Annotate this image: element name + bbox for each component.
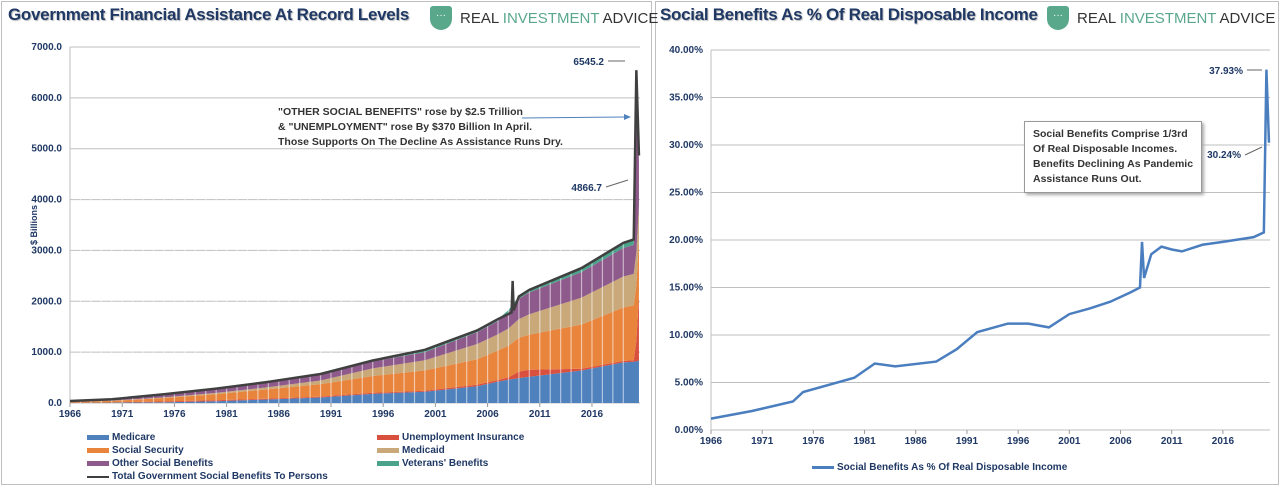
annotation-line: "OTHER SOCIAL BENEFITS" rose by $2.5 Tri… [278, 106, 523, 118]
left-chart-title: Government Financial Assistance At Recor… [8, 5, 409, 24]
legend-medicaid: Medicaid [377, 445, 445, 456]
right-x-tick-label: 2016 [1212, 436, 1235, 447]
logo-text: INVESTMENT [1119, 9, 1217, 27]
right-x-tick-label: 1976 [802, 436, 825, 447]
right-x-tick-label: 2011 [1161, 436, 1183, 447]
right-annotation: Social Benefits Comprise 1/3rd Of Real D… [1024, 121, 1203, 193]
annotation-line: Those Supports On The Decline As Assista… [278, 136, 563, 148]
right-y-tick-label: 5.00% [675, 378, 703, 389]
series-line [710, 69, 1271, 420]
left-x-tick-label: 2001 [424, 409, 447, 420]
left-y-tick-label: 6000.0 [31, 93, 62, 104]
left-y-tick-label: 7000.0 [31, 42, 62, 53]
right-y-tick-label: 0.00% [675, 425, 703, 436]
logo-text: REAL [460, 9, 503, 27]
left-y-tick-label: 2000.0 [31, 296, 62, 307]
legend-medicare: Medicare [87, 432, 155, 443]
logo-text: REAL [1077, 9, 1120, 27]
leader-line [1244, 146, 1263, 156]
peak-data-label: 37.93% [1209, 66, 1243, 77]
right-y-tick-label: 25.00% [669, 188, 703, 199]
right-y-tick-label: 15.00% [669, 283, 703, 294]
left-y-tick-label: 3000.0 [31, 245, 62, 256]
annotation-line: Benefits Declining As Pandemic [1033, 158, 1194, 170]
left-x-tick-label: 2016 [581, 409, 604, 420]
annotation-line: & "UNEMPLOYMENT" rose By $370 Billion In… [278, 121, 533, 133]
right-x-tick-label: 1996 [1007, 436, 1030, 447]
right-chart-title: Social Benefits As % Of Real Disposable … [660, 5, 1038, 24]
chat-shield-icon: ··· [1047, 6, 1069, 30]
right-x-tick-label: 1991 [956, 436, 979, 447]
left-x-tick-label: 1991 [320, 409, 343, 420]
left-x-tick-label: 1981 [215, 409, 238, 420]
left-y-axis-label: $ Billions [29, 205, 39, 245]
total-line [69, 70, 641, 403]
right-x-tick-label: 1971 [751, 436, 774, 447]
right-y-tick-label: 40.00% [669, 45, 703, 56]
right-x-tick-label: 1981 [853, 436, 876, 447]
legend-right-series: Social Benefits As % Of Real Disposable … [812, 462, 1067, 473]
left-y-tick-label: 0.0 [48, 398, 62, 409]
right-y-tick-label: 30.00% [669, 140, 703, 151]
logo-text: INVESTMENT [502, 9, 600, 27]
peak-data-label: 6545.2 [573, 57, 604, 68]
logo-text: ADVICE [599, 9, 659, 27]
right-y-tick-label: 35.00% [669, 93, 703, 104]
right-y-tick-label: 20.00% [669, 235, 703, 246]
left-x-tick-label: 1971 [111, 409, 134, 420]
right-x-tick-label: 2001 [1058, 436, 1081, 447]
legend-social-security: Social Security [87, 445, 184, 456]
area-medicare [70, 360, 639, 403]
right-x-tick-label: 2006 [1109, 436, 1132, 447]
left-x-tick-label: 1996 [372, 409, 395, 420]
legend-veterans: Veterans' Benefits [377, 458, 488, 469]
annotation-line: Of Real Disposable Incomes. [1033, 143, 1178, 155]
legend-unemployment: Unemployment Insurance [377, 432, 524, 443]
left-chart-panel [1, 1, 652, 485]
chat-shield-icon: ··· [430, 6, 452, 30]
latest-data-label: 30.24% [1207, 150, 1241, 161]
leader-line [605, 179, 629, 188]
left-x-tick-label: 1986 [268, 409, 291, 420]
left-y-tick-label: 5000.0 [31, 144, 62, 155]
right-x-tick-label: 1966 [700, 436, 723, 447]
left-annotation: "OTHER SOCIAL BENEFITS" rose by $2.5 Tri… [278, 105, 563, 150]
annotation-arrow [521, 116, 625, 119]
left-x-tick-label: 1976 [163, 409, 186, 420]
left-logo: ··· REAL INVESTMENT ADVICE [430, 6, 658, 30]
left-x-tick-label: 2011 [529, 409, 551, 420]
right-logo: ··· REAL INVESTMENT ADVICE [1047, 6, 1275, 30]
legend-total: Total Government Social Benefits To Pers… [87, 471, 328, 482]
area-social-security [70, 238, 639, 403]
right-chart-panel [655, 1, 1279, 485]
logo-text: ADVICE [1216, 9, 1276, 27]
right-x-tick-label: 1986 [905, 436, 928, 447]
annotation-line: Assistance Runs Out. [1033, 173, 1142, 185]
right-y-tick-label: 10.00% [669, 330, 703, 341]
left-y-tick-label: 4000.0 [31, 195, 62, 206]
legend-other-social-benefits: Other Social Benefits [87, 458, 213, 469]
left-x-tick-label: 1966 [59, 409, 82, 420]
arrowhead-icon [624, 114, 631, 120]
left-x-tick-label: 2006 [476, 409, 499, 420]
left-y-tick-label: 1000.0 [31, 347, 62, 358]
annotation-line: Social Benefits Comprise 1/3rd [1033, 128, 1188, 140]
latest-data-label: 4866.7 [571, 183, 602, 194]
